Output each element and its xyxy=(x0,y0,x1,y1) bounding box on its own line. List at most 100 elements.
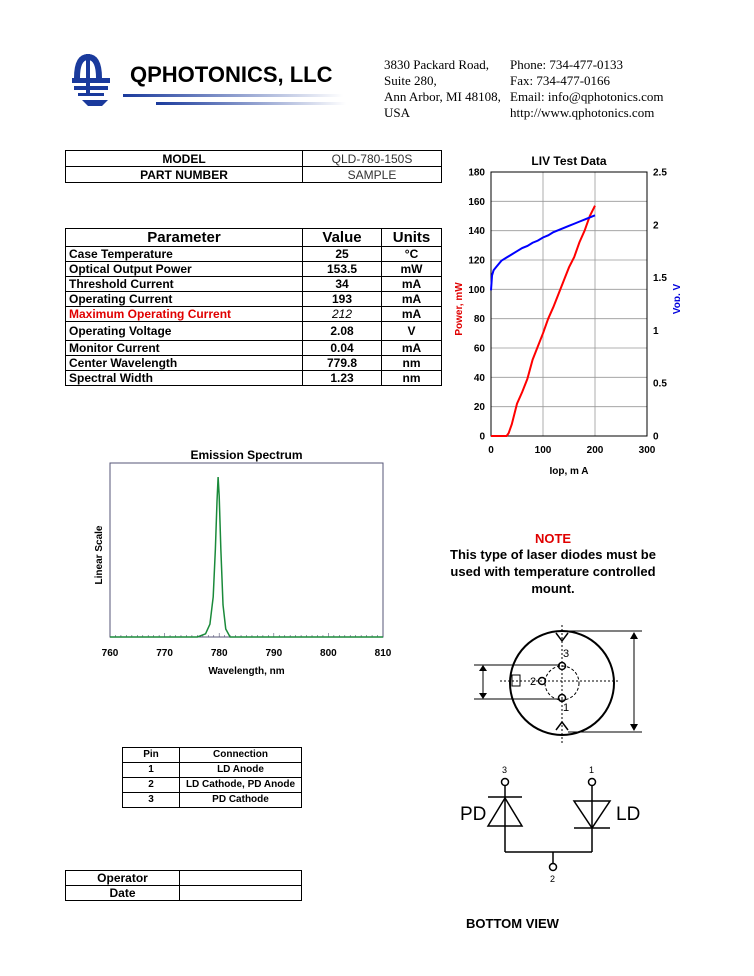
table-row: Center Wavelength 779.8 nm xyxy=(65,355,442,371)
y-tick-label: 80 xyxy=(474,314,486,325)
y2-tick-label: 1 xyxy=(653,326,659,337)
date-field[interactable] xyxy=(179,885,302,901)
parameter-value: 2.08 xyxy=(302,321,382,341)
pin-3-label: 3 xyxy=(502,765,507,775)
parameter-unit: nm xyxy=(381,355,442,371)
x-tick-label: 770 xyxy=(156,648,173,659)
address-line: Ann Arbor, MI 48108, xyxy=(384,89,501,104)
table-row: Operating Voltage 2.08 V xyxy=(65,321,442,341)
parameter-unit: mA xyxy=(381,291,442,307)
x-tick-label: 0 xyxy=(488,445,494,456)
address-line: USA xyxy=(384,105,411,120)
parameter-unit: V xyxy=(381,321,442,341)
pin-1-label: 1 xyxy=(589,765,594,775)
y-tick-label: 20 xyxy=(474,402,486,413)
parameter-unit: mA xyxy=(381,340,442,356)
table-row: Operating Current 193 mA xyxy=(65,291,442,307)
email-link[interactable]: Email: info@qphotonics.com xyxy=(510,89,664,104)
pin-2-label: 2 xyxy=(550,874,555,884)
table-row: PART NUMBER SAMPLE xyxy=(65,166,442,183)
y2-tick-label: 2 xyxy=(653,220,659,231)
x-tick-label: 100 xyxy=(535,445,552,456)
y2-tick-label: 0.5 xyxy=(653,379,667,390)
note-text: This type of laser diodes must be used w… xyxy=(450,547,656,596)
part-number-value: SAMPLE xyxy=(302,166,442,183)
liv-chart: 0 20 40 60 80 100 120 140 160 180 0 100 200 300 0 0.5 1 1… xyxy=(454,154,680,477)
x-axis-label: Wavelength, nm xyxy=(208,666,284,677)
x-tick-label: 800 xyxy=(320,648,337,659)
plot-frame xyxy=(109,462,384,638)
y-axis-label: Power, mW xyxy=(454,282,465,336)
table-row: Maximum Operating Current 212 mA xyxy=(65,306,442,322)
fax: Fax: 734-477-0166 xyxy=(510,73,611,88)
y2-axis-label: Vop, V xyxy=(672,283,680,314)
y-tick-label: 140 xyxy=(468,226,485,237)
parameter-name: Threshold Current xyxy=(65,276,303,292)
operator-field[interactable] xyxy=(179,870,302,886)
power-series-line xyxy=(491,205,596,437)
table-row: MODEL QLD-780-150S xyxy=(65,150,442,167)
y2-tick-label: 2.5 xyxy=(653,168,667,179)
model-value: QLD-780-150S xyxy=(302,150,442,167)
company-logo xyxy=(72,54,346,106)
parameter-name: Center Wavelength xyxy=(65,355,303,371)
parameter-value: 34 xyxy=(302,276,382,292)
parameter-table: Parameter Value Units Case Temperature 25 °C… xyxy=(65,228,442,386)
header-pin: Pin xyxy=(122,747,180,763)
y2-tick-label: 0 xyxy=(653,432,659,443)
note-title: NOTE xyxy=(534,531,572,546)
model-table: MODEL QLD-780-150S PART NUMBER SAMPLE xyxy=(65,150,442,183)
company-contact: Phone: 734-477-0133 Fax: 734-477-0166 Em… xyxy=(510,57,664,121)
phone: Phone: 734-477-0133 xyxy=(510,57,624,72)
header-value: Value xyxy=(302,228,382,247)
package-bottom-view-diagram: 3 2 1 xyxy=(474,625,642,743)
pin-circuit-diagram: 3 1 2 PD LD xyxy=(460,765,640,884)
pin-number: 2 xyxy=(122,777,180,793)
table-header: Pin Connection xyxy=(122,747,302,763)
parameter-value: 25 xyxy=(302,246,382,262)
parameter-unit: nm xyxy=(381,370,442,386)
parameter-name: Spectral Width xyxy=(65,370,303,386)
parameter-unit: mA xyxy=(381,306,442,322)
table-header: Parameter Value Units xyxy=(65,228,442,247)
parameter-value: 1.23 xyxy=(302,370,382,386)
pin-connection: PD Cathode xyxy=(179,792,302,808)
y-tick-label: 180 xyxy=(468,168,485,179)
header-units: Units xyxy=(381,228,442,247)
pin-connection: LD Anode xyxy=(179,762,302,778)
x-tick-label: 300 xyxy=(639,445,656,456)
x-tick-label: 760 xyxy=(102,648,119,659)
y2-tick-label: 1.5 xyxy=(653,273,667,284)
signoff-table: Operator Date xyxy=(65,870,302,901)
company-name: QPHOTONICS, LLC xyxy=(130,62,333,87)
table-row: 2 LD Cathode, PD Anode xyxy=(122,777,302,793)
table-row: 1 LD Anode xyxy=(122,762,302,778)
x-tick-label: 790 xyxy=(265,648,282,659)
parameter-name: Case Temperature xyxy=(65,246,303,262)
emission-spectrum-chart: 760 770 780 790 800 810 Emission Spectrum Wavel… xyxy=(94,448,392,677)
pin-connection: LD Cathode, PD Anode xyxy=(179,777,302,793)
y-axis-label: Linear Scale xyxy=(94,525,105,584)
pin-table: Pin Connection 1 LD Anode 2 LD Cathode, PD A… xyxy=(122,747,302,808)
x-tick-label: 200 xyxy=(587,445,604,456)
website-link[interactable]: http://www.qphotonics.com xyxy=(510,105,655,120)
address-line: Suite 280, xyxy=(384,73,437,88)
table-row: Threshold Current 34 mA xyxy=(65,276,442,292)
pd-label: PD xyxy=(460,804,486,825)
address-line: 3830 Packard Road, xyxy=(384,57,490,72)
y-tick-label: 160 xyxy=(468,197,485,208)
part-number-label: PART NUMBER xyxy=(65,166,303,183)
voltage-series-line xyxy=(490,214,596,291)
pin-2-label: 2 xyxy=(530,676,536,688)
table-row: Case Temperature 25 °C xyxy=(65,246,442,262)
x-axis-label: Iop, m A xyxy=(549,466,588,477)
y-tick-label: 60 xyxy=(474,344,486,355)
x-tick-label: 780 xyxy=(211,648,228,659)
header-connection: Connection xyxy=(179,747,302,763)
parameter-name: Operating Current xyxy=(65,291,303,307)
parameter-value: 193 xyxy=(302,291,382,307)
y-tick-label: 0 xyxy=(479,432,485,443)
y-tick-label: 120 xyxy=(468,256,485,267)
table-row: Date xyxy=(65,885,302,901)
pin-1-label: 1 xyxy=(563,702,569,714)
